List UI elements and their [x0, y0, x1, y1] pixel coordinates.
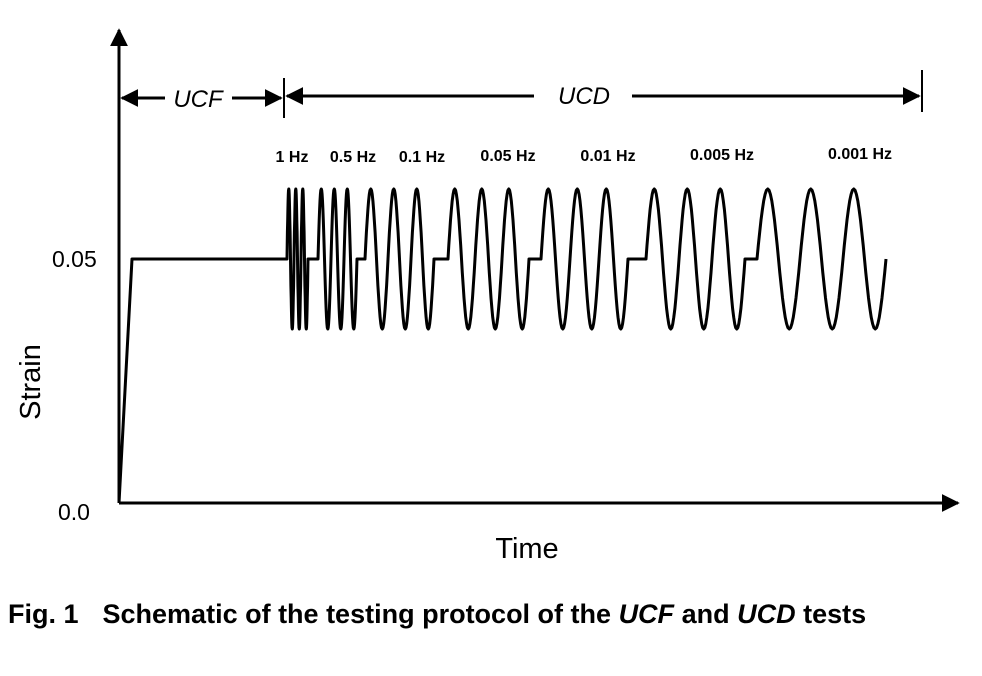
- freq-label-1hz: 1 Hz: [276, 149, 309, 166]
- caption-text-2: and: [674, 599, 738, 629]
- figure-caption: Fig. 1 Schematic of the testing protocol …: [8, 597, 974, 631]
- caption-label: Fig. 1: [8, 599, 79, 629]
- caption-text-1: Schematic of the testing protocol of the: [102, 599, 619, 629]
- protocol-diagram: 0.05 0.0 Strain Time UCF UCD 1 Hz 0.5 Hz…: [15, 28, 960, 565]
- freq-label-0-001hz: 0.001 Hz: [828, 146, 892, 163]
- freq-label-0-05hz: 0.05 Hz: [480, 148, 535, 165]
- y-axis-label: Strain: [15, 344, 47, 420]
- strain-signal: [117, 187, 888, 504]
- x-axis-label: Time: [495, 533, 558, 565]
- ucd-phase-label: UCD: [558, 83, 610, 110]
- freq-label-0-005hz: 0.005 Hz: [690, 147, 754, 164]
- freq-label-0-1hz: 0.1 Hz: [399, 149, 445, 166]
- caption-text-3: tests: [795, 599, 867, 629]
- freq-label-0-5hz: 0.5 Hz: [330, 149, 376, 166]
- y-tick-0-05: 0.05: [52, 246, 97, 272]
- caption-term-ucd: UCD: [737, 599, 796, 629]
- y-tick-0-0: 0.0: [58, 499, 90, 525]
- freq-label-0-01hz: 0.01 Hz: [580, 148, 635, 165]
- caption-term-ucf: UCF: [618, 599, 675, 629]
- ucf-phase-label: UCF: [173, 86, 224, 113]
